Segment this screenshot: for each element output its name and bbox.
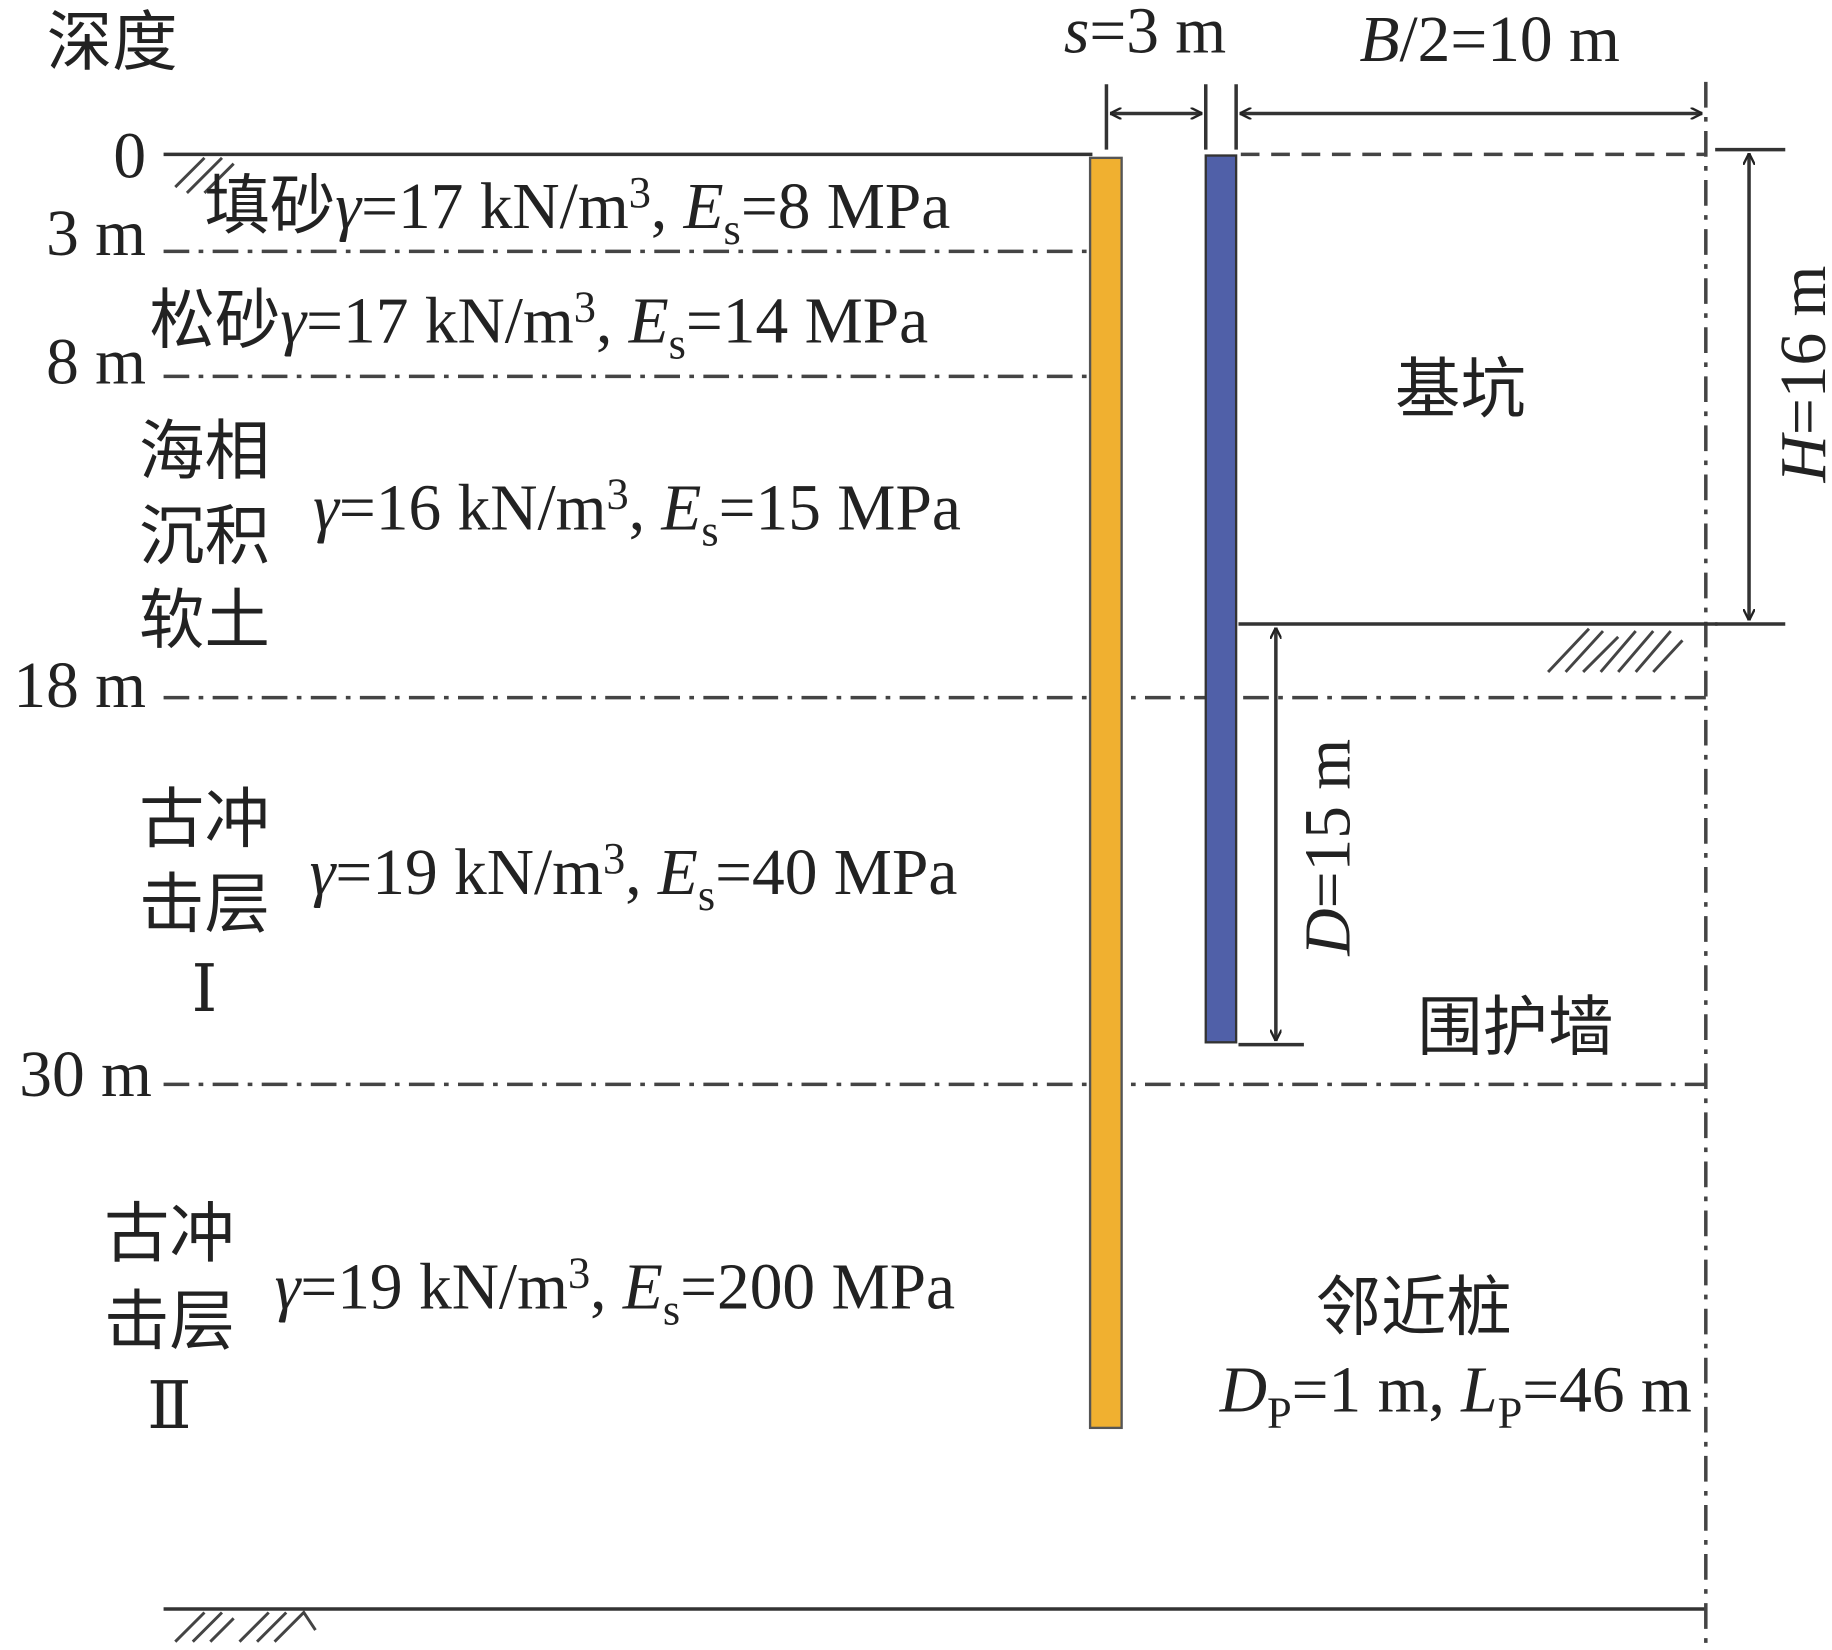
layer-name: 击层: [104, 1287, 235, 1359]
text-part: =16 kN/m: [339, 472, 607, 544]
text-part: 3: [603, 833, 625, 883]
pile-label: 邻近桩: [1316, 1273, 1512, 1345]
text-part: γ: [313, 472, 341, 544]
text-part: 松砂: [150, 285, 281, 357]
text-part: D: [1292, 908, 1364, 956]
text-part: H: [1768, 431, 1832, 483]
text-part: s: [698, 870, 715, 920]
text-part: =1 m,: [1292, 1355, 1462, 1427]
depth-tick-label: 0: [113, 121, 146, 193]
text-part: =17 kN/m: [361, 171, 629, 243]
pit-label: 基坑: [1395, 354, 1526, 426]
layer-properties: γ=19 kN/m3, Es=200 MPa: [275, 1248, 955, 1335]
text-part: =15 MPa: [719, 472, 961, 544]
layer-properties: γ=19 kN/m3, Es=40 MPa: [310, 833, 958, 920]
layer-name: Ⅰ: [192, 954, 218, 1026]
layer-name: 击层: [139, 870, 270, 942]
text-part: ,: [625, 837, 658, 909]
layer-name: 海相: [139, 416, 270, 488]
ground-hatch: [174, 156, 1684, 1643]
text-part: =40 MPa: [715, 837, 957, 909]
text-part: =15 m: [1292, 739, 1364, 909]
text-part: P: [1498, 1388, 1523, 1438]
layer-name: 软土: [139, 586, 270, 658]
text-part: =16 m: [1768, 266, 1832, 436]
dimension-half-width: [1234, 84, 1703, 150]
layer-name: 沉积: [139, 502, 270, 574]
text-part: ,: [596, 285, 629, 357]
text-part: s: [724, 204, 741, 254]
retaining-wall: [1204, 154, 1238, 1044]
text-part: P: [1267, 1388, 1292, 1438]
depth-tick-label: 18 m: [13, 650, 146, 722]
text-part: L: [1460, 1355, 1497, 1427]
text-part: 3: [574, 281, 596, 331]
layer-description: 填砂γ=17 kN/m3, Es=8 MPa: [204, 167, 950, 254]
layer-name: 古冲: [139, 784, 270, 856]
text-part: γ: [275, 1252, 303, 1324]
depth-tick-label: 8 m: [46, 326, 146, 398]
text-part: =19 kN/m: [300, 1252, 568, 1324]
text-part: E: [660, 472, 701, 544]
text-part: 3: [629, 167, 651, 217]
text-part: E: [628, 285, 669, 357]
dimension-h: [1715, 147, 1786, 626]
dimension-h-label: H=16 m: [1768, 266, 1832, 484]
adjacent-pile: [1088, 156, 1123, 1430]
text-part: γ: [310, 837, 338, 909]
text-part: ,: [590, 1252, 623, 1324]
pile-parameters: DP=1 m, LP=46 m: [1219, 1355, 1692, 1438]
text-part: s: [663, 1285, 680, 1335]
text-part: s: [701, 506, 718, 556]
text-part: D: [1219, 1355, 1267, 1427]
text-part: /2=10 m: [1399, 4, 1619, 76]
depth-tick-label: 30 m: [19, 1039, 152, 1111]
text-part: ,: [651, 171, 684, 243]
text-part: ,: [629, 472, 662, 544]
text-part: 填砂: [204, 171, 335, 243]
dimension-s-label: s=3 m: [1064, 0, 1226, 68]
layer-description: 松砂γ=17 kN/m3, Es=14 MPa: [150, 281, 929, 368]
text-part: s: [669, 319, 686, 369]
dimension-s: [1104, 84, 1208, 150]
text-part: =8 MPa: [741, 171, 951, 243]
text-part: E: [683, 171, 724, 243]
text-part: =3 m: [1089, 0, 1226, 68]
text-part: γ: [335, 171, 363, 243]
text-part: B: [1359, 4, 1399, 76]
dimension-half-width-label: B/2=10 m: [1359, 4, 1619, 76]
text-part: =200 MPa: [680, 1252, 955, 1324]
text-part: E: [657, 837, 698, 909]
depth-tick-label: 3 m: [46, 198, 146, 270]
text-part: =17 kN/m: [306, 285, 574, 357]
text-part: 3: [607, 468, 629, 518]
text-part: s: [1064, 0, 1089, 68]
layer-name: 古冲: [104, 1199, 235, 1271]
layer-name: Ⅱ: [147, 1371, 191, 1443]
text-part: γ: [280, 285, 308, 357]
text-part: =19 kN/m: [335, 837, 603, 909]
layer-properties: γ=16 kN/m3, Es=15 MPa: [313, 468, 961, 555]
dimension-d: [1238, 627, 1304, 1047]
text-part: =14 MPa: [686, 285, 928, 357]
wall-label: 围护墙: [1417, 992, 1613, 1064]
text-part: E: [622, 1252, 663, 1324]
text-part: =46 m: [1522, 1355, 1692, 1427]
dimension-d-label: D=15 m: [1292, 739, 1364, 957]
depth-title: 深度: [47, 7, 178, 79]
text-part: 3: [568, 1248, 590, 1298]
